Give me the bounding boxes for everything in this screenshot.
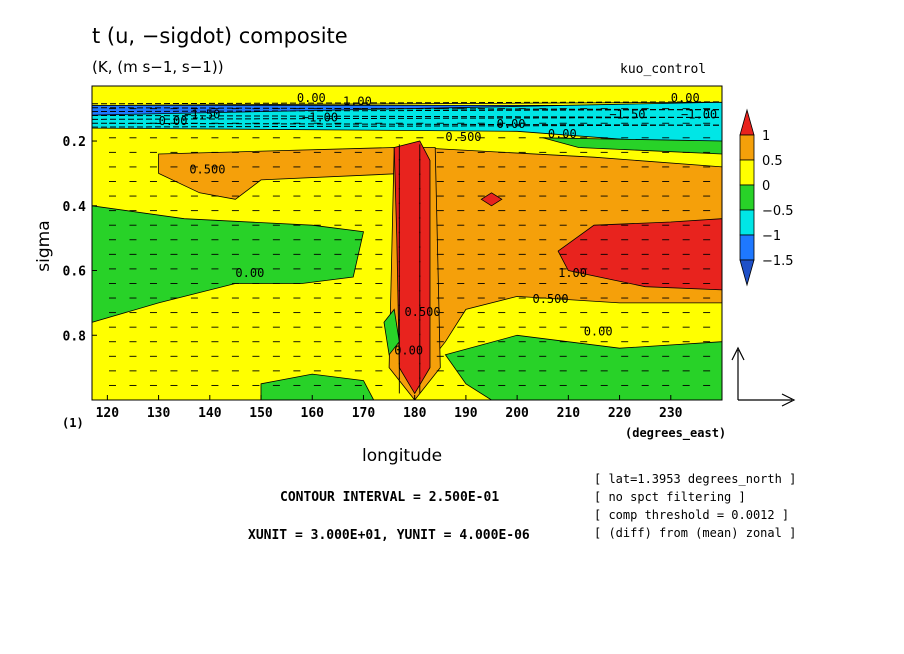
x-tick-label: 180 — [403, 406, 427, 421]
region-upper-green-strip — [542, 137, 722, 155]
colorbar: 1 0.5 0 −0.5 −1 −1.5 — [739, 108, 794, 287]
wind-vectors — [108, 108, 711, 394]
x-tick-label: 190 — [454, 406, 478, 421]
contour-interval: CONTOUR INTERVAL = 2.500E-01 — [280, 490, 500, 505]
colorbar-band — [739, 209, 755, 236]
meta-line-diff: [ (diff) from (mean) zonal ] — [594, 526, 797, 540]
colorbar-label: 0 — [762, 179, 770, 194]
contour-label: 0.00 — [671, 91, 700, 105]
colorbar-label: −1.5 — [762, 254, 794, 269]
y-tick-label: 0.6 — [63, 265, 87, 280]
colorbar-band — [739, 184, 755, 211]
contour-label: −1.00 — [302, 111, 338, 125]
colorbar-label: −0.5 — [762, 204, 794, 219]
x-tick-label: 210 — [557, 406, 581, 421]
contour-label: 0.00 — [497, 117, 526, 131]
region-red-east-blob — [557, 218, 722, 291]
colorbar-label: −1 — [762, 229, 781, 244]
contour-label: −1.50 — [609, 107, 645, 121]
dashed-contour — [92, 124, 722, 128]
contour-label: −1.50 — [184, 107, 220, 121]
x-tick-label: 170 — [352, 406, 376, 421]
contour-label: 1.00 — [343, 94, 372, 108]
vector-units: XUNIT = 3.000E+01, YUNIT = 4.000E-06 — [248, 528, 530, 543]
contour-label: 0.00 — [297, 91, 326, 105]
y-axis-ticks: 0.2 0.4 0.6 0.8 — [63, 135, 97, 344]
x-axis-label: longitude — [362, 446, 443, 466]
run-name: kuo_control — [620, 62, 707, 77]
contour-label: 1.00 — [558, 266, 587, 280]
colorbar-top-arrow — [739, 108, 755, 136]
region-top-yellow-strip — [92, 86, 722, 106]
x-units-label: (degrees_east) — [625, 426, 727, 440]
colorbar-band — [739, 134, 755, 161]
x-axis-ticks: 120 130 140 150 160 170 180 190 200 210 220 230 — [96, 395, 683, 421]
dashed-contour — [92, 101, 722, 105]
chart-subtitle: (K, (m s−1, s−1)) — [92, 58, 224, 76]
x-tick-label: 220 — [608, 406, 632, 421]
x-tick-label: 200 — [505, 406, 529, 421]
dashed-contour — [92, 109, 722, 113]
dashed-contour — [92, 107, 722, 111]
dashed-contour — [92, 114, 722, 118]
dashed-contour — [92, 116, 722, 120]
contour-label: 0.00 — [394, 344, 423, 358]
colorbar-label: 1 — [762, 129, 770, 144]
chart-title: t (u, −sigdot) composite — [92, 24, 348, 48]
meta-line-lat: [ lat=1.3953 degrees_north ] — [594, 472, 797, 486]
reference-vector — [731, 346, 796, 407]
contour-fills — [92, 86, 722, 400]
contour-label: 0.00 — [584, 324, 613, 338]
x-tick-label: 160 — [301, 406, 325, 421]
y-tick-label: 0.4 — [63, 200, 87, 215]
region-red-small-spot — [480, 192, 503, 207]
contour-labels: 0.00 1.00 0.00−1.50 −1.00 −1.50 −1.000.00 0.00… — [159, 91, 718, 357]
region-green-west-layer — [92, 205, 364, 323]
colorbar-bottom-arrow — [739, 259, 755, 287]
colorbar-band — [739, 234, 755, 261]
x-tick-label: 140 — [198, 406, 222, 421]
x-tick-label: 150 — [249, 406, 273, 421]
y-tick-label: 0.2 — [63, 135, 86, 150]
contour-label: −1.00 — [681, 107, 717, 121]
plot-frame — [91, 85, 723, 401]
x-tick-label: 230 — [659, 406, 683, 421]
y-units-label: (1) — [62, 416, 84, 430]
colorbar-label: 0.5 — [762, 154, 783, 169]
contour-label: 0.500 — [532, 292, 568, 306]
contour-label: 0.00 — [548, 127, 577, 141]
region-red-column — [393, 140, 431, 395]
contour-label: 0.500 — [445, 130, 481, 144]
contour-label: 0.500 — [404, 305, 440, 319]
x-tick-label: 120 — [96, 406, 120, 421]
colorbar-band — [739, 159, 755, 186]
dashed-contour — [92, 122, 722, 126]
metadata-block: [ lat=1.3953 degrees_north ] [ no spct f… — [594, 470, 796, 542]
meta-line-filtering: [ no spct filtering ] — [594, 490, 746, 504]
y-tick-label: 0.8 — [63, 329, 87, 344]
contour-label: 0.500 — [189, 162, 225, 176]
contour-label: 0.00 — [235, 266, 264, 280]
meta-line-threshold: [ comp threshold = 0.0012 ] — [594, 508, 790, 522]
x-tick-label: 130 — [147, 406, 171, 421]
region-green-east-lower — [444, 334, 722, 400]
contour-label: 0.00 — [159, 114, 188, 128]
